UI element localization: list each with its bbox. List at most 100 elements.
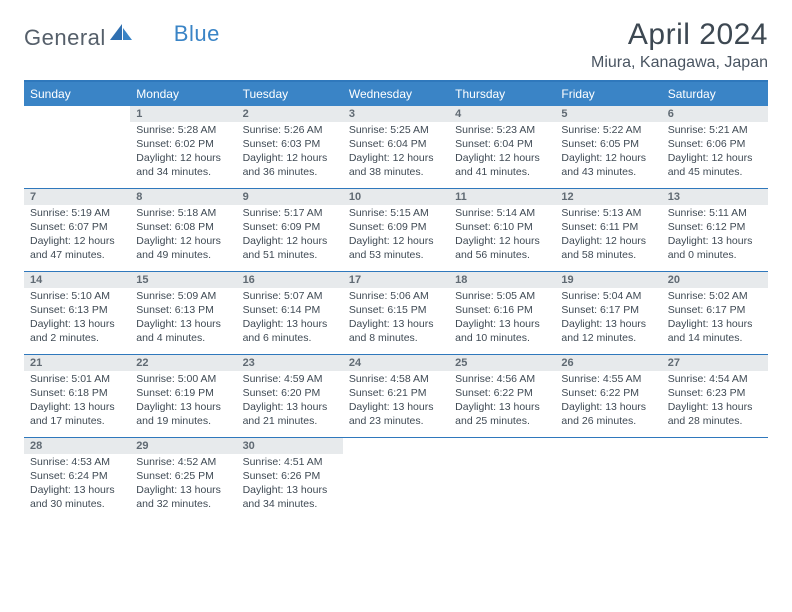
sunset-line: Sunset: 6:05 PM xyxy=(561,138,657,152)
dl1-line: Daylight: 13 hours xyxy=(243,318,339,332)
week-row: 28Sunrise: 4:53 AMSunset: 6:24 PMDayligh… xyxy=(24,438,768,520)
day-number: 17 xyxy=(343,272,449,288)
brand-name-b: Blue xyxy=(174,21,220,47)
sunset-line: Sunset: 6:10 PM xyxy=(455,221,551,235)
day-details: Sunrise: 5:10 AMSunset: 6:13 PMDaylight:… xyxy=(24,290,130,349)
sunset-line: Sunset: 6:20 PM xyxy=(243,387,339,401)
dl2-line: and 12 minutes. xyxy=(561,332,657,346)
dl1-line: Daylight: 13 hours xyxy=(455,401,551,415)
sunrise-line: Sunrise: 5:25 AM xyxy=(349,124,445,138)
day-number: 5 xyxy=(555,106,661,122)
day-cell: 23 Sunrise: 4:59 AMSunset: 6:20 PMDayligh… xyxy=(237,355,343,437)
day-number: 23 xyxy=(237,355,343,371)
day-cell: 24Sunrise: 4:58 AMSunset: 6:21 PMDayligh… xyxy=(343,355,449,437)
day-number: 8 xyxy=(130,189,236,205)
day-details: Sunrise: 5:18 AMSunset: 6:08 PMDaylight:… xyxy=(130,207,236,266)
day-details: Sunrise: 4:51 AMSunset: 6:26 PMDaylight:… xyxy=(237,456,343,515)
day-details: Sunrise: 4:54 AMSunset: 6:23 PMDaylight:… xyxy=(662,373,768,432)
dl1-line: Daylight: 13 hours xyxy=(136,484,232,498)
sunrise-line: Sunrise: 5:19 AM xyxy=(30,207,126,221)
sunset-line: Sunset: 6:17 PM xyxy=(668,304,764,318)
day-details: Sunrise: 4:59 AMSunset: 6:20 PMDaylight:… xyxy=(237,373,343,432)
sunset-line: Sunset: 6:18 PM xyxy=(30,387,126,401)
day-details: Sunrise: 5:25 AMSunset: 6:04 PMDaylight:… xyxy=(343,124,449,183)
dl2-line: and 45 minutes. xyxy=(668,166,764,180)
sunrise-line: Sunrise: 5:26 AM xyxy=(243,124,339,138)
day-number: 3 xyxy=(343,106,449,122)
dl2-line: and 51 minutes. xyxy=(243,249,339,263)
day-details: Sunrise: 4:55 AMSunset: 6:22 PMDaylight:… xyxy=(555,373,661,432)
week-row: 14Sunrise: 5:10 AMSunset: 6:13 PMDayligh… xyxy=(24,272,768,355)
dl1-line: Daylight: 12 hours xyxy=(668,152,764,166)
sunrise-line: Sunrise: 5:05 AM xyxy=(455,290,551,304)
dow-tuesday: Tuesday xyxy=(237,82,343,106)
day-details: Sunrise: 5:26 AMSunset: 6:03 PMDaylight:… xyxy=(237,124,343,183)
dl2-line: and 28 minutes. xyxy=(668,415,764,429)
day-number: 12 xyxy=(555,189,661,205)
day-cell: 11Sunrise: 5:14 AMSunset: 6:10 PMDayligh… xyxy=(449,189,555,271)
dl2-line: and 4 minutes. xyxy=(136,332,232,346)
day-details: Sunrise: 5:22 AMSunset: 6:05 PMDaylight:… xyxy=(555,124,661,183)
sunrise-line: Sunrise: 5:28 AM xyxy=(136,124,232,138)
dl2-line: and 38 minutes. xyxy=(349,166,445,180)
dl1-line: Daylight: 13 hours xyxy=(561,401,657,415)
month-title: April 2024 xyxy=(591,18,768,52)
dl2-line: and 14 minutes. xyxy=(668,332,764,346)
sunset-line: Sunset: 6:23 PM xyxy=(668,387,764,401)
sunrise-line: Sunrise: 4:55 AM xyxy=(561,373,657,387)
sunset-line: Sunset: 6:11 PM xyxy=(561,221,657,235)
dl1-line: Daylight: 12 hours xyxy=(136,235,232,249)
sunset-line: Sunset: 6:19 PM xyxy=(136,387,232,401)
sunset-line: Sunset: 6:15 PM xyxy=(349,304,445,318)
day-number: 7 xyxy=(24,189,130,205)
day-cell xyxy=(555,438,661,520)
sunrise-line: Sunrise: 5:00 AM xyxy=(136,373,232,387)
sunrise-line: Sunrise: 5:04 AM xyxy=(561,290,657,304)
dl1-line: Daylight: 13 hours xyxy=(136,318,232,332)
day-details: Sunrise: 5:21 AMSunset: 6:06 PMDaylight:… xyxy=(662,124,768,183)
day-cell: 29Sunrise: 4:52 AMSunset: 6:25 PMDayligh… xyxy=(130,438,236,520)
dl1-line: Daylight: 13 hours xyxy=(243,401,339,415)
sunset-line: Sunset: 6:02 PM xyxy=(136,138,232,152)
day-details: Sunrise: 5:00 AMSunset: 6:19 PMDaylight:… xyxy=(130,373,236,432)
sunrise-line: Sunrise: 5:14 AM xyxy=(455,207,551,221)
week-row: 1Sunrise: 5:28 AMSunset: 6:02 PMDaylight… xyxy=(24,106,768,189)
day-number: 15 xyxy=(130,272,236,288)
day-cell: 16Sunrise: 5:07 AMSunset: 6:14 PMDayligh… xyxy=(237,272,343,354)
sunset-line: Sunset: 6:22 PM xyxy=(455,387,551,401)
dl2-line: and 19 minutes. xyxy=(136,415,232,429)
sunset-line: Sunset: 6:17 PM xyxy=(561,304,657,318)
sunset-line: Sunset: 6:07 PM xyxy=(30,221,126,235)
day-number: 26 xyxy=(555,355,661,371)
day-cell: 30Sunrise: 4:51 AMSunset: 6:26 PMDayligh… xyxy=(237,438,343,520)
day-details: Sunrise: 4:56 AMSunset: 6:22 PMDaylight:… xyxy=(449,373,555,432)
dl2-line: and 26 minutes. xyxy=(561,415,657,429)
day-details: Sunrise: 5:02 AMSunset: 6:17 PMDaylight:… xyxy=(662,290,768,349)
sunset-line: Sunset: 6:13 PM xyxy=(30,304,126,318)
sunrise-line: Sunrise: 4:56 AM xyxy=(455,373,551,387)
day-cell: 27Sunrise: 4:54 AMSunset: 6:23 PMDayligh… xyxy=(662,355,768,437)
sunrise-line: Sunrise: 5:13 AM xyxy=(561,207,657,221)
sunset-line: Sunset: 6:06 PM xyxy=(668,138,764,152)
dl1-line: Daylight: 12 hours xyxy=(561,235,657,249)
day-cell xyxy=(24,106,130,188)
dl2-line: and 36 minutes. xyxy=(243,166,339,180)
dl2-line: and 53 minutes. xyxy=(349,249,445,263)
location-subtitle: Miura, Kanagawa, Japan xyxy=(591,54,768,72)
day-details: Sunrise: 5:11 AMSunset: 6:12 PMDaylight:… xyxy=(662,207,768,266)
dl2-line: and 43 minutes. xyxy=(561,166,657,180)
sunrise-line: Sunrise: 5:01 AM xyxy=(30,373,126,387)
day-cell: 22Sunrise: 5:00 AMSunset: 6:19 PMDayligh… xyxy=(130,355,236,437)
day-number: 6 xyxy=(662,106,768,122)
sunset-line: Sunset: 6:13 PM xyxy=(136,304,232,318)
sunset-line: Sunset: 6:21 PM xyxy=(349,387,445,401)
dow-wednesday: Wednesday xyxy=(343,82,449,106)
day-number: 25 xyxy=(449,355,555,371)
dl1-line: Daylight: 13 hours xyxy=(243,484,339,498)
dl1-line: Daylight: 12 hours xyxy=(30,235,126,249)
day-cell: 8 Sunrise: 5:18 AMSunset: 6:08 PMDaylight… xyxy=(130,189,236,271)
weeks-container: 1Sunrise: 5:28 AMSunset: 6:02 PMDaylight… xyxy=(24,106,768,520)
calendar-page: General Blue April 2024 Miura, Kanagawa,… xyxy=(0,0,792,612)
day-details: Sunrise: 5:01 AMSunset: 6:18 PMDaylight:… xyxy=(24,373,130,432)
day-details: Sunrise: 5:13 AMSunset: 6:11 PMDaylight:… xyxy=(555,207,661,266)
